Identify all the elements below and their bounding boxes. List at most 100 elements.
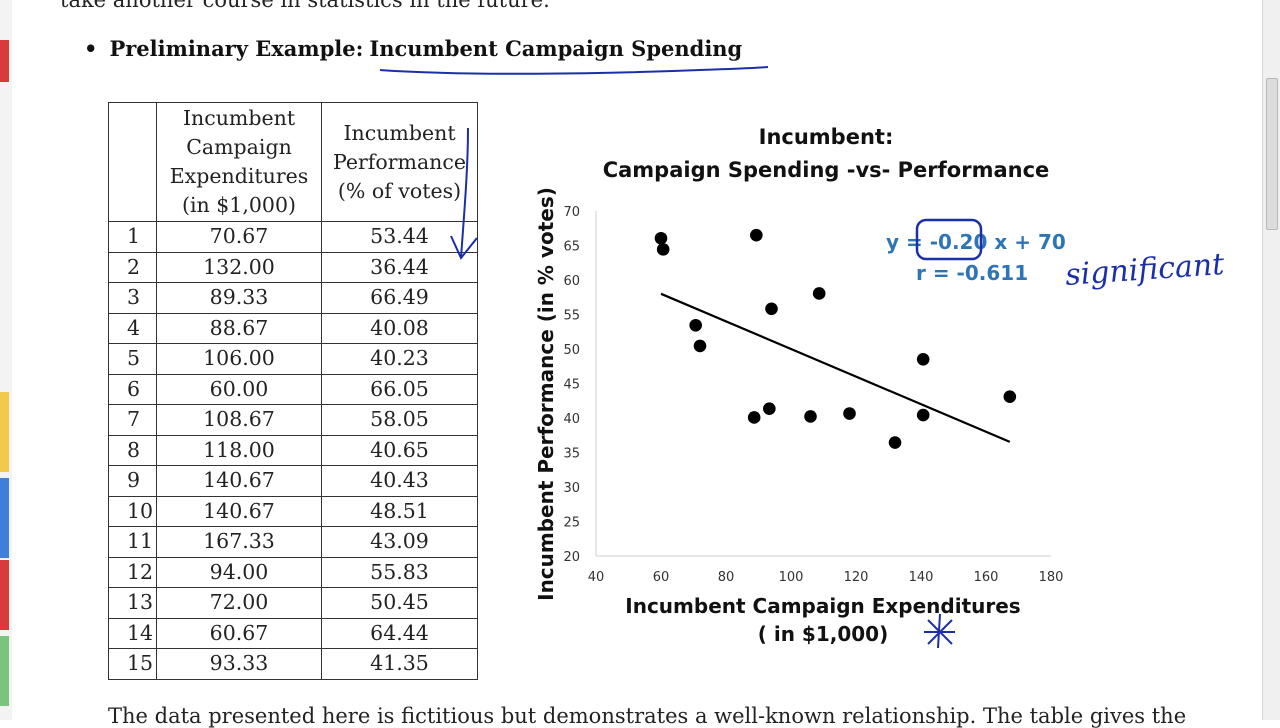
y-tick-label: 70 <box>563 205 580 220</box>
cell-performance: 48.51 <box>321 495 478 527</box>
section-heading: • Preliminary Example: Incumbent Campaign … <box>84 36 742 61</box>
row-index: 10 <box>108 495 157 527</box>
regression-equation: y = -0.20 x + 70 <box>886 230 1066 254</box>
left-marker-yellow <box>0 392 9 472</box>
header-exp-line: Incumbent <box>182 106 296 130</box>
table-header-row: Incumbent Campaign Expenditures (in $1,0… <box>108 102 478 222</box>
table-row: 12 94.00 55.83 <box>108 556 478 588</box>
cell-performance: 40.08 <box>321 312 478 344</box>
document-page: take another course in statistics in the… <box>12 0 1262 728</box>
table-row: 14 60.67 64.44 <box>108 617 478 649</box>
table-row: 11 167.33 43.09 <box>108 526 478 558</box>
cell-performance: 43.09 <box>321 526 478 558</box>
y-tick-label: 65 <box>563 240 580 255</box>
left-marker-red-2 <box>0 560 9 630</box>
data-point <box>693 339 707 353</box>
previous-paragraph-fragment: take another course in statistics in the… <box>60 0 550 12</box>
table-row: 6 60.00 66.05 <box>108 373 478 405</box>
row-index: 6 <box>108 373 157 405</box>
cell-performance: 36.44 <box>321 251 478 283</box>
left-margin-strip <box>0 0 12 720</box>
data-point <box>804 410 817 423</box>
table-row: 7 108.67 58.05 <box>108 404 478 436</box>
scrollbar-thumb[interactable] <box>1266 78 1278 230</box>
table-row: 9 140.67 40.43 <box>108 465 478 497</box>
header-expenditures: Incumbent Campaign Expenditures (in $1,0… <box>156 102 322 222</box>
cell-expenditure: 60.00 <box>156 373 322 405</box>
cell-performance: 64.44 <box>321 617 478 649</box>
table-row: 10 140.67 48.51 <box>108 495 478 527</box>
row-index: 5 <box>108 343 157 375</box>
chart-points <box>654 228 1017 449</box>
table-row: 15 93.33 41.35 <box>108 648 478 680</box>
cell-expenditure: 93.33 <box>156 648 322 680</box>
data-point <box>916 408 930 422</box>
table-row: 5 106.00 40.23 <box>108 343 478 375</box>
y-tick-label: 50 <box>563 343 580 358</box>
heading-label: Preliminary Example: <box>109 36 364 61</box>
vertical-scrollbar[interactable] <box>1262 0 1280 720</box>
cell-performance: 40.65 <box>321 434 478 466</box>
x-axis-label-line-2: ( in $1,000) <box>758 622 888 646</box>
header-perf-line: Performance <box>332 149 466 174</box>
cell-performance: 50.45 <box>321 587 478 619</box>
y-axis-label: Incumbent Performance (in % votes) <box>534 187 558 601</box>
cell-expenditure: 72.00 <box>156 587 322 619</box>
cell-performance: 53.44 <box>321 221 478 253</box>
cell-expenditure: 140.67 <box>156 465 322 497</box>
data-point <box>765 302 778 316</box>
y-tick-label: 60 <box>563 274 580 289</box>
x-tick-label: 100 <box>779 570 804 585</box>
cell-performance: 66.05 <box>321 373 478 405</box>
table-row: 13 72.00 50.45 <box>108 587 478 619</box>
x-tick-label: 80 <box>718 570 735 585</box>
x-tick-label: 60 <box>653 570 670 585</box>
x-tick-label: 180 <box>1039 570 1064 585</box>
row-index: 9 <box>108 465 157 497</box>
cell-performance: 40.23 <box>321 343 478 375</box>
header-performance: Incumbent Performance (% of votes) <box>321 102 478 222</box>
x-axis-label-line-1: Incumbent Campaign Expenditures <box>625 594 1020 618</box>
x-tick-label: 160 <box>974 570 999 585</box>
data-point <box>654 231 668 245</box>
data-point <box>763 402 776 415</box>
cell-performance: 58.05 <box>321 404 478 436</box>
cell-performance: 41.35 <box>321 648 478 680</box>
next-paragraph-fragment: The data presented here is fictitious bu… <box>108 704 1187 728</box>
data-point <box>750 228 763 242</box>
data-point <box>689 318 702 332</box>
table-row: 1 70.67 53.44 <box>108 221 478 253</box>
header-exp-line: (in $1,000) <box>181 193 296 217</box>
table-row: 8 118.00 40.65 <box>108 434 478 466</box>
cell-expenditure: 108.67 <box>156 404 322 436</box>
cell-expenditure: 88.67 <box>156 312 322 344</box>
cell-expenditure: 167.33 <box>156 526 322 558</box>
x-tick-label: 140 <box>909 570 934 585</box>
cell-expenditure: 70.67 <box>156 221 322 253</box>
data-point <box>656 243 670 256</box>
data-point <box>1003 390 1017 403</box>
y-tick-label: 55 <box>563 309 580 324</box>
data-point <box>747 411 761 424</box>
left-marker-green <box>0 636 9 706</box>
y-tick-label: 25 <box>563 516 580 531</box>
chart-title-line-1: Incumbent: <box>759 125 894 149</box>
row-index: 13 <box>108 587 157 619</box>
row-index: 15 <box>108 648 157 680</box>
heading-topic: Incumbent Campaign Spending <box>369 36 743 61</box>
equation-prefix: y = <box>886 230 930 254</box>
cell-expenditure: 132.00 <box>156 251 322 283</box>
row-index: 7 <box>108 404 157 436</box>
cell-expenditure: 89.33 <box>156 282 322 314</box>
y-tick-label: 30 <box>563 481 580 496</box>
y-tick-label: 20 <box>563 550 580 565</box>
left-marker-blue <box>0 478 9 558</box>
left-marker-red <box>0 40 9 82</box>
table-row: 4 88.67 40.08 <box>108 312 478 344</box>
equation-slope: -0.20 <box>930 230 988 254</box>
header-perf-line: (% of votes) <box>337 178 462 203</box>
header-perf-line: Incumbent <box>343 120 456 145</box>
data-table: Incumbent Campaign Expenditures (in $1,0… <box>108 102 478 680</box>
row-index: 8 <box>108 434 157 466</box>
table-row: 3 89.33 66.49 <box>108 282 478 314</box>
